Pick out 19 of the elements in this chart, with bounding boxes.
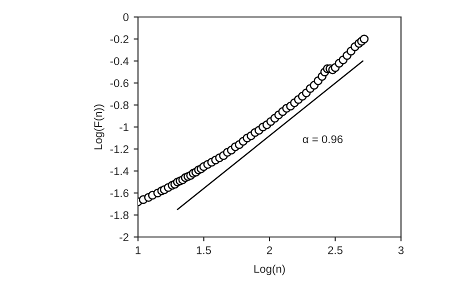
y-axis-title: Log(F(n)) [94,104,104,150]
y-tick-label: -1.4 [110,167,129,176]
x-tick-label: 3 [398,246,404,254]
y-tick-label: -0.8 [110,101,128,110]
y-tick-label: -2 [120,233,128,242]
x-tick-label: 1 [136,246,141,254]
y-tick-label: -1.2 [110,145,128,154]
x-axis-title: Log(n) [254,264,285,276]
y-tick-label: -1 [120,123,128,132]
annotation: α = 0.96 [302,135,343,144]
y-tick-label: -0.2 [110,35,128,44]
y-tick-label: 0 [123,13,129,22]
y-tick-label: -1.8 [110,211,128,220]
x-tick-label: 1.5 [196,246,212,254]
y-tick-label: -0.4 [110,57,129,66]
x-tick-label: 2.5 [328,246,343,254]
x-tick-label: 2 [266,246,272,254]
y-tick-label: -0.6 [110,79,128,88]
y-tick-label: -1.6 [110,189,128,198]
